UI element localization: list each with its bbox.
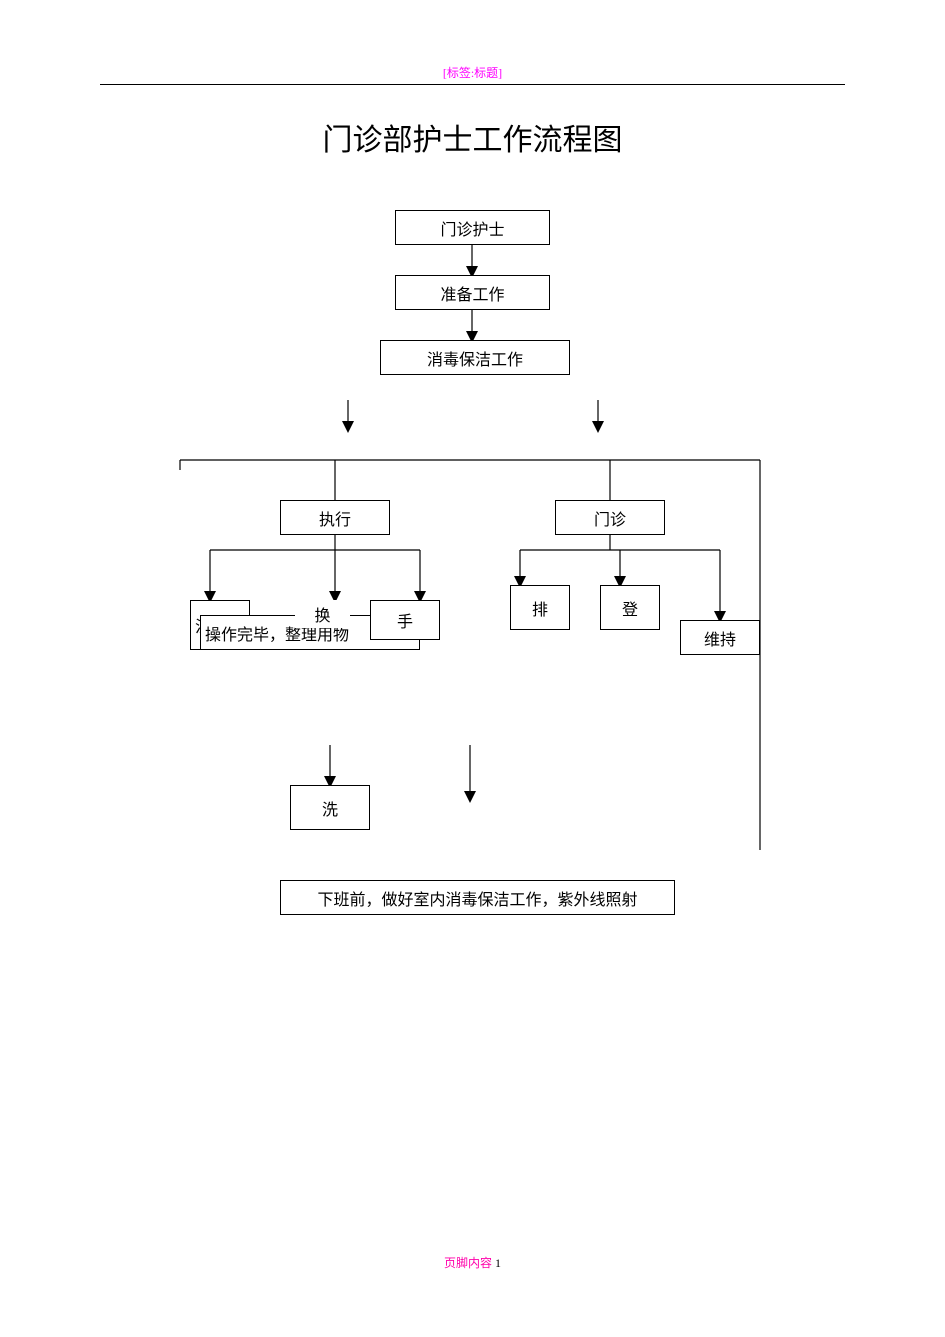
flowchart-node-n7b: 换 bbox=[295, 600, 350, 628]
page-footer: 页脚内容 1 bbox=[0, 1254, 945, 1271]
header-rule bbox=[100, 84, 845, 85]
flowchart-node-n2: 准备工作 bbox=[395, 275, 550, 310]
flowchart-node-n13: 下班前，做好室内消毒保洁工作，紫外线照射 bbox=[280, 880, 675, 915]
document-page: { "header": { "tag_text": "[标签:标题]", "ta… bbox=[0, 0, 945, 1337]
flowchart-node-n5: 门诊 bbox=[555, 500, 665, 535]
flowchart-node-n4: 执行 bbox=[280, 500, 390, 535]
flowchart-node-n3: 消毒保洁工作 bbox=[380, 340, 570, 375]
flowchart-node-n11: 维持 bbox=[680, 620, 760, 655]
flowchart-node-n12: 洗 bbox=[290, 785, 370, 830]
page-header-tag: [标签:标题] bbox=[0, 64, 945, 81]
page-title: 门诊部护士工作流程图 bbox=[0, 115, 945, 159]
flowchart-lines bbox=[0, 0, 945, 1337]
footer-page-number: 1 bbox=[495, 1256, 501, 1270]
flowchart-node-n10: 登 bbox=[600, 585, 660, 630]
flowchart-node-n1: 门诊护士 bbox=[395, 210, 550, 245]
footer-label: 页脚内容 bbox=[444, 1256, 492, 1270]
flowchart-node-n8: 手 bbox=[370, 600, 440, 640]
flowchart-node-n9: 排 bbox=[510, 585, 570, 630]
